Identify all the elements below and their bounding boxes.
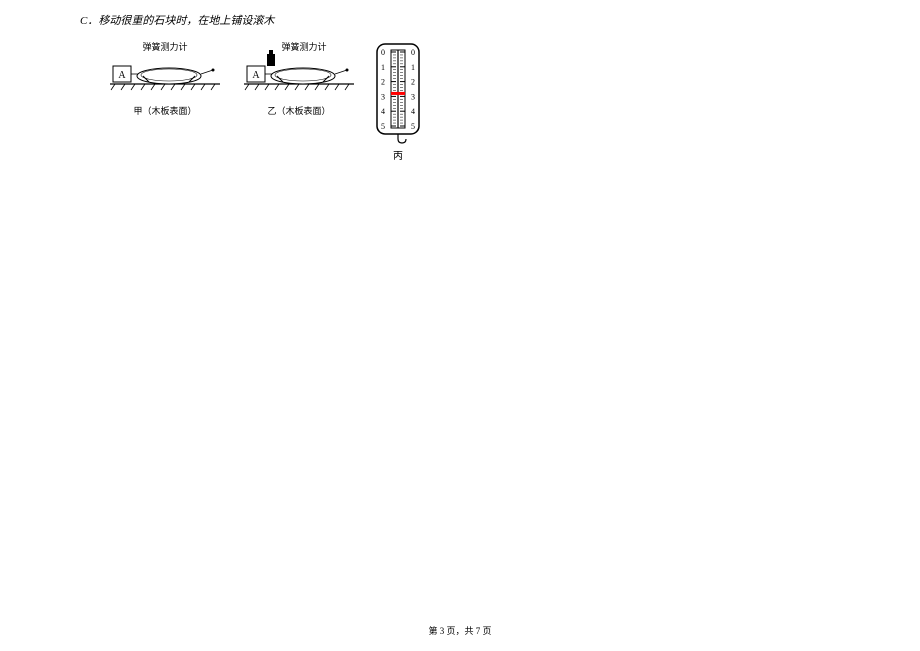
block-a-label: A <box>118 70 126 81</box>
svg-text:5: 5 <box>381 122 385 131</box>
svg-text:4: 4 <box>411 107 415 116</box>
gauge-svg: 0 0 1 1 2 2 3 3 4 4 5 5 <box>373 40 423 145</box>
svg-text:0: 0 <box>381 48 385 57</box>
setup-jia: 弹簧测力计 A <box>105 40 225 117</box>
weight-bottle <box>267 50 275 66</box>
svg-text:3: 3 <box>381 92 385 101</box>
svg-text:3: 3 <box>411 92 415 101</box>
meter-label-jia: 弹簧测力计 <box>142 41 187 52</box>
page-footer: 第 3 页，共 7 页 <box>0 624 920 637</box>
block-a-label-yi: A <box>252 70 260 81</box>
hatching <box>111 84 215 90</box>
setup-yi: 弹簧测力计 A <box>239 40 359 117</box>
svg-text:5: 5 <box>411 122 415 131</box>
option-text: ．移动很重的石块时，在地上铺设滚木 <box>87 15 274 27</box>
setup-yi-svg: 弹簧测力计 A <box>239 40 359 100</box>
svg-text:2: 2 <box>381 78 385 87</box>
spring-meter-jia <box>137 68 215 84</box>
setup-yi-caption: 乙（木板表面） <box>267 104 330 117</box>
setup-jia-svg: 弹簧测力计 A <box>105 40 225 100</box>
gauge-pointer <box>391 92 405 95</box>
svg-text:0: 0 <box>411 48 415 57</box>
figure-container: 弹簧测力计 A <box>105 40 423 162</box>
hatching-yi <box>245 84 349 90</box>
spring-meter-yi <box>271 68 349 84</box>
option-c: C．移动很重的石块时，在地上铺设滚木 <box>80 12 274 28</box>
svg-text:4: 4 <box>381 107 385 116</box>
meter-label-yi: 弹簧测力计 <box>281 41 326 52</box>
setup-jia-caption: 甲（木板表面） <box>133 104 196 117</box>
gauge-hook <box>398 134 406 143</box>
gauge-caption: 丙 <box>393 147 403 162</box>
svg-text:2: 2 <box>411 78 415 87</box>
svg-text:1: 1 <box>411 63 415 72</box>
svg-text:1: 1 <box>381 63 385 72</box>
gauge-bing: 0 0 1 1 2 2 3 3 4 4 5 5 丙 <box>373 40 423 162</box>
